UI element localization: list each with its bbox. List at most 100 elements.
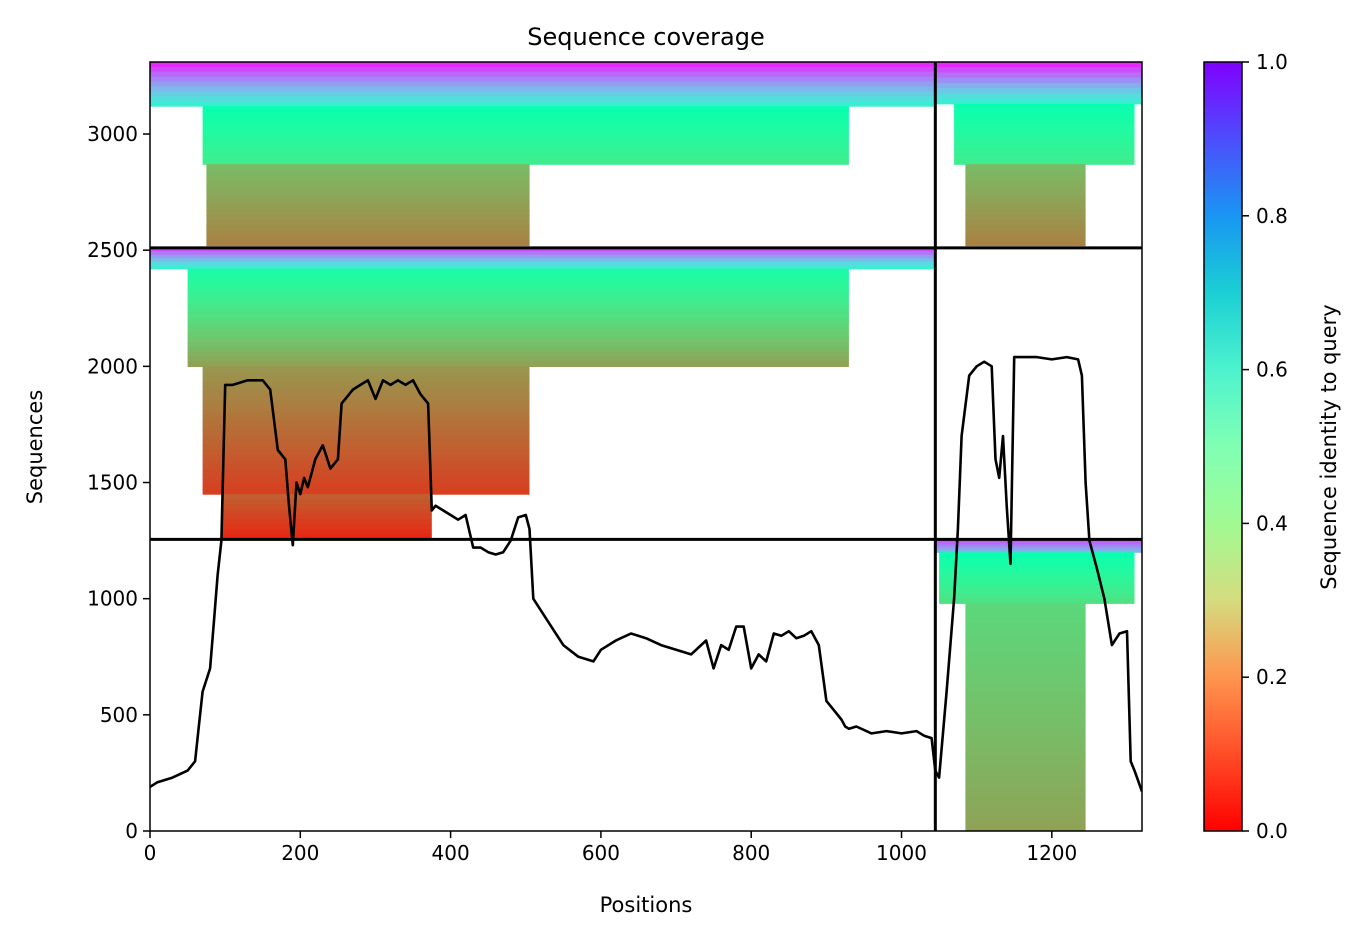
coverage-band-row — [965, 189, 1086, 196]
coverage-band-row — [221, 519, 432, 525]
coverage-band-row — [202, 459, 530, 466]
coverage-band-row — [935, 550, 1142, 553]
coverage-band-row — [187, 356, 849, 363]
coverage-band-row — [965, 727, 1086, 733]
coverage-band-row — [202, 140, 849, 146]
coverage-band-row — [939, 593, 1135, 599]
coverage-band-row — [187, 361, 849, 367]
coverage-band-row — [965, 618, 1086, 624]
colorbar-tick-label: 0.0 — [1256, 819, 1288, 843]
coverage-band-row — [187, 346, 849, 353]
x-axis: 0 200 400 600 800 1000 1200 — [144, 831, 1077, 865]
coverage-band-row — [965, 672, 1086, 679]
y-tick-label: 1500 — [87, 471, 138, 495]
coverage-band-row — [965, 791, 1086, 797]
coverage-band-row — [965, 692, 1086, 698]
coverage-band-row — [202, 464, 530, 471]
coverage-band-row — [202, 371, 530, 377]
y-tick-label: 1000 — [87, 587, 138, 611]
coverage-band-row — [965, 613, 1086, 619]
coverage-band-row — [965, 781, 1086, 787]
coverage-band-row — [202, 144, 849, 151]
coverage-band-row — [965, 230, 1086, 236]
coverage-band-row — [965, 826, 1086, 831]
coverage-band-row — [221, 534, 432, 540]
coverage-band-row — [202, 135, 849, 141]
coverage-band-row — [954, 139, 1135, 145]
coverage-band-row — [150, 251, 936, 256]
coverage-band-row — [965, 638, 1086, 644]
coverage-band-row — [939, 598, 1135, 604]
coverage-band-row — [965, 220, 1086, 226]
coverage-band-row — [939, 588, 1135, 594]
coverage-band-row — [187, 327, 849, 333]
coverage-band-row — [187, 307, 849, 314]
coverage-band-row — [954, 108, 1135, 115]
coverage-band-row — [965, 235, 1086, 242]
coverage-band-row — [965, 179, 1086, 186]
y-tick-label: 0 — [125, 819, 138, 843]
coverage-band-row — [965, 796, 1086, 802]
coverage-band-row — [965, 732, 1086, 738]
coverage-band-row — [965, 712, 1086, 718]
coverage-band-row — [965, 603, 1086, 609]
coverage-band-row — [965, 225, 1086, 231]
coverage-band-row — [202, 415, 530, 421]
coverage-band-row — [965, 204, 1086, 211]
coverage-band-row — [935, 82, 1142, 89]
coverage-band-row — [206, 235, 530, 242]
coverage-band-row — [965, 657, 1086, 664]
x-tick-label: 1000 — [876, 841, 927, 865]
x-tick-label: 1200 — [1026, 841, 1077, 865]
coverage-band-row — [202, 381, 530, 387]
coverage-band-row — [965, 766, 1086, 773]
coverage-band-row — [202, 449, 530, 456]
coverage-band-row — [187, 337, 849, 343]
plot-frame — [149, 61, 1143, 832]
coverage-band-row — [939, 582, 1135, 589]
coverage-band-row — [150, 71, 936, 78]
colorbar: 0.0 0.2 0.4 0.6 0.8 1.0 Sequence identity to … — [1203, 50, 1341, 843]
coverage-band-row — [202, 154, 849, 160]
coverage-band-row — [187, 332, 849, 338]
x-tick-label: 800 — [732, 841, 770, 865]
coverage-band-row — [221, 529, 432, 535]
coverage-band-row — [965, 240, 1086, 247]
coverage-band-row — [206, 179, 530, 186]
coverage-band-row — [965, 707, 1086, 713]
coverage-band-row — [965, 184, 1086, 191]
coverage-band-row — [206, 230, 530, 236]
coverage-band-row — [150, 101, 936, 107]
coverage-band-row — [965, 771, 1086, 778]
coverage-band-row — [965, 608, 1086, 614]
coverage-band-row — [935, 62, 1142, 68]
coverage-band-row — [965, 628, 1086, 634]
coverage-band-row — [150, 265, 936, 270]
y-tick-label: 3000 — [87, 122, 138, 146]
coverage-band-row — [206, 215, 530, 221]
coverage-band-row — [202, 106, 849, 112]
coverage-band-row — [965, 746, 1086, 753]
coverage-band-row — [202, 469, 530, 476]
coverage-band-row — [202, 400, 530, 407]
coverage-band-row — [939, 577, 1135, 584]
coverage-band-row — [202, 474, 530, 480]
coverage-band-row — [965, 623, 1086, 629]
coverage-band-row — [221, 514, 432, 520]
coverage-band-row — [202, 366, 530, 372]
coverage-band-row — [202, 440, 530, 446]
coverage-band-row — [202, 454, 530, 461]
coverage-band-row — [187, 351, 849, 358]
coverage-band-row — [939, 567, 1135, 574]
coverage-band-row — [150, 62, 936, 68]
coverage-band-row — [150, 247, 936, 252]
coverage-band-row — [965, 806, 1086, 812]
coverage-heatmap — [150, 62, 1142, 831]
coverage-band-row — [935, 67, 1142, 73]
coverage-band-row — [202, 125, 849, 131]
coverage-band-row — [954, 124, 1135, 130]
coverage-band-row — [935, 545, 1142, 549]
coverage-band-row — [954, 154, 1135, 160]
coverage-band-row — [202, 445, 530, 451]
coverage-band-row — [206, 210, 530, 216]
